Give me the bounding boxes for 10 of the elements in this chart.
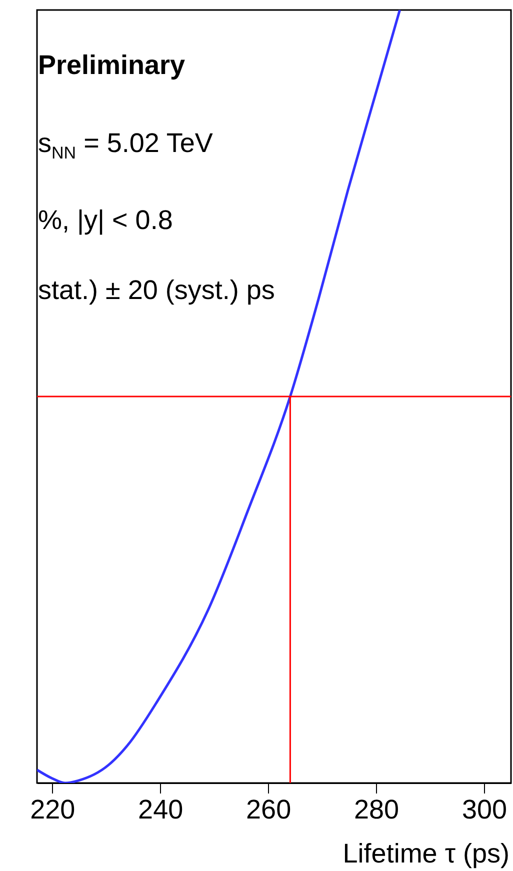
annotation: stat.) ± 20 (syst.) ps — [38, 275, 275, 306]
x-tick-label: 220 — [30, 794, 76, 824]
annotation: Preliminary — [38, 50, 186, 81]
annotation: %, |y| < 0.8 — [38, 205, 173, 236]
annotation: s$_{NN}$ = 5.02 TeV — [38, 128, 213, 164]
x-tick-label: 280 — [354, 794, 400, 824]
x-tick-label: 240 — [138, 794, 184, 824]
x-tick-label: 300 — [462, 794, 508, 824]
x-tick-label: 260 — [246, 794, 292, 824]
x-axis-title: Lifetime τ (ps) — [342, 838, 510, 868]
